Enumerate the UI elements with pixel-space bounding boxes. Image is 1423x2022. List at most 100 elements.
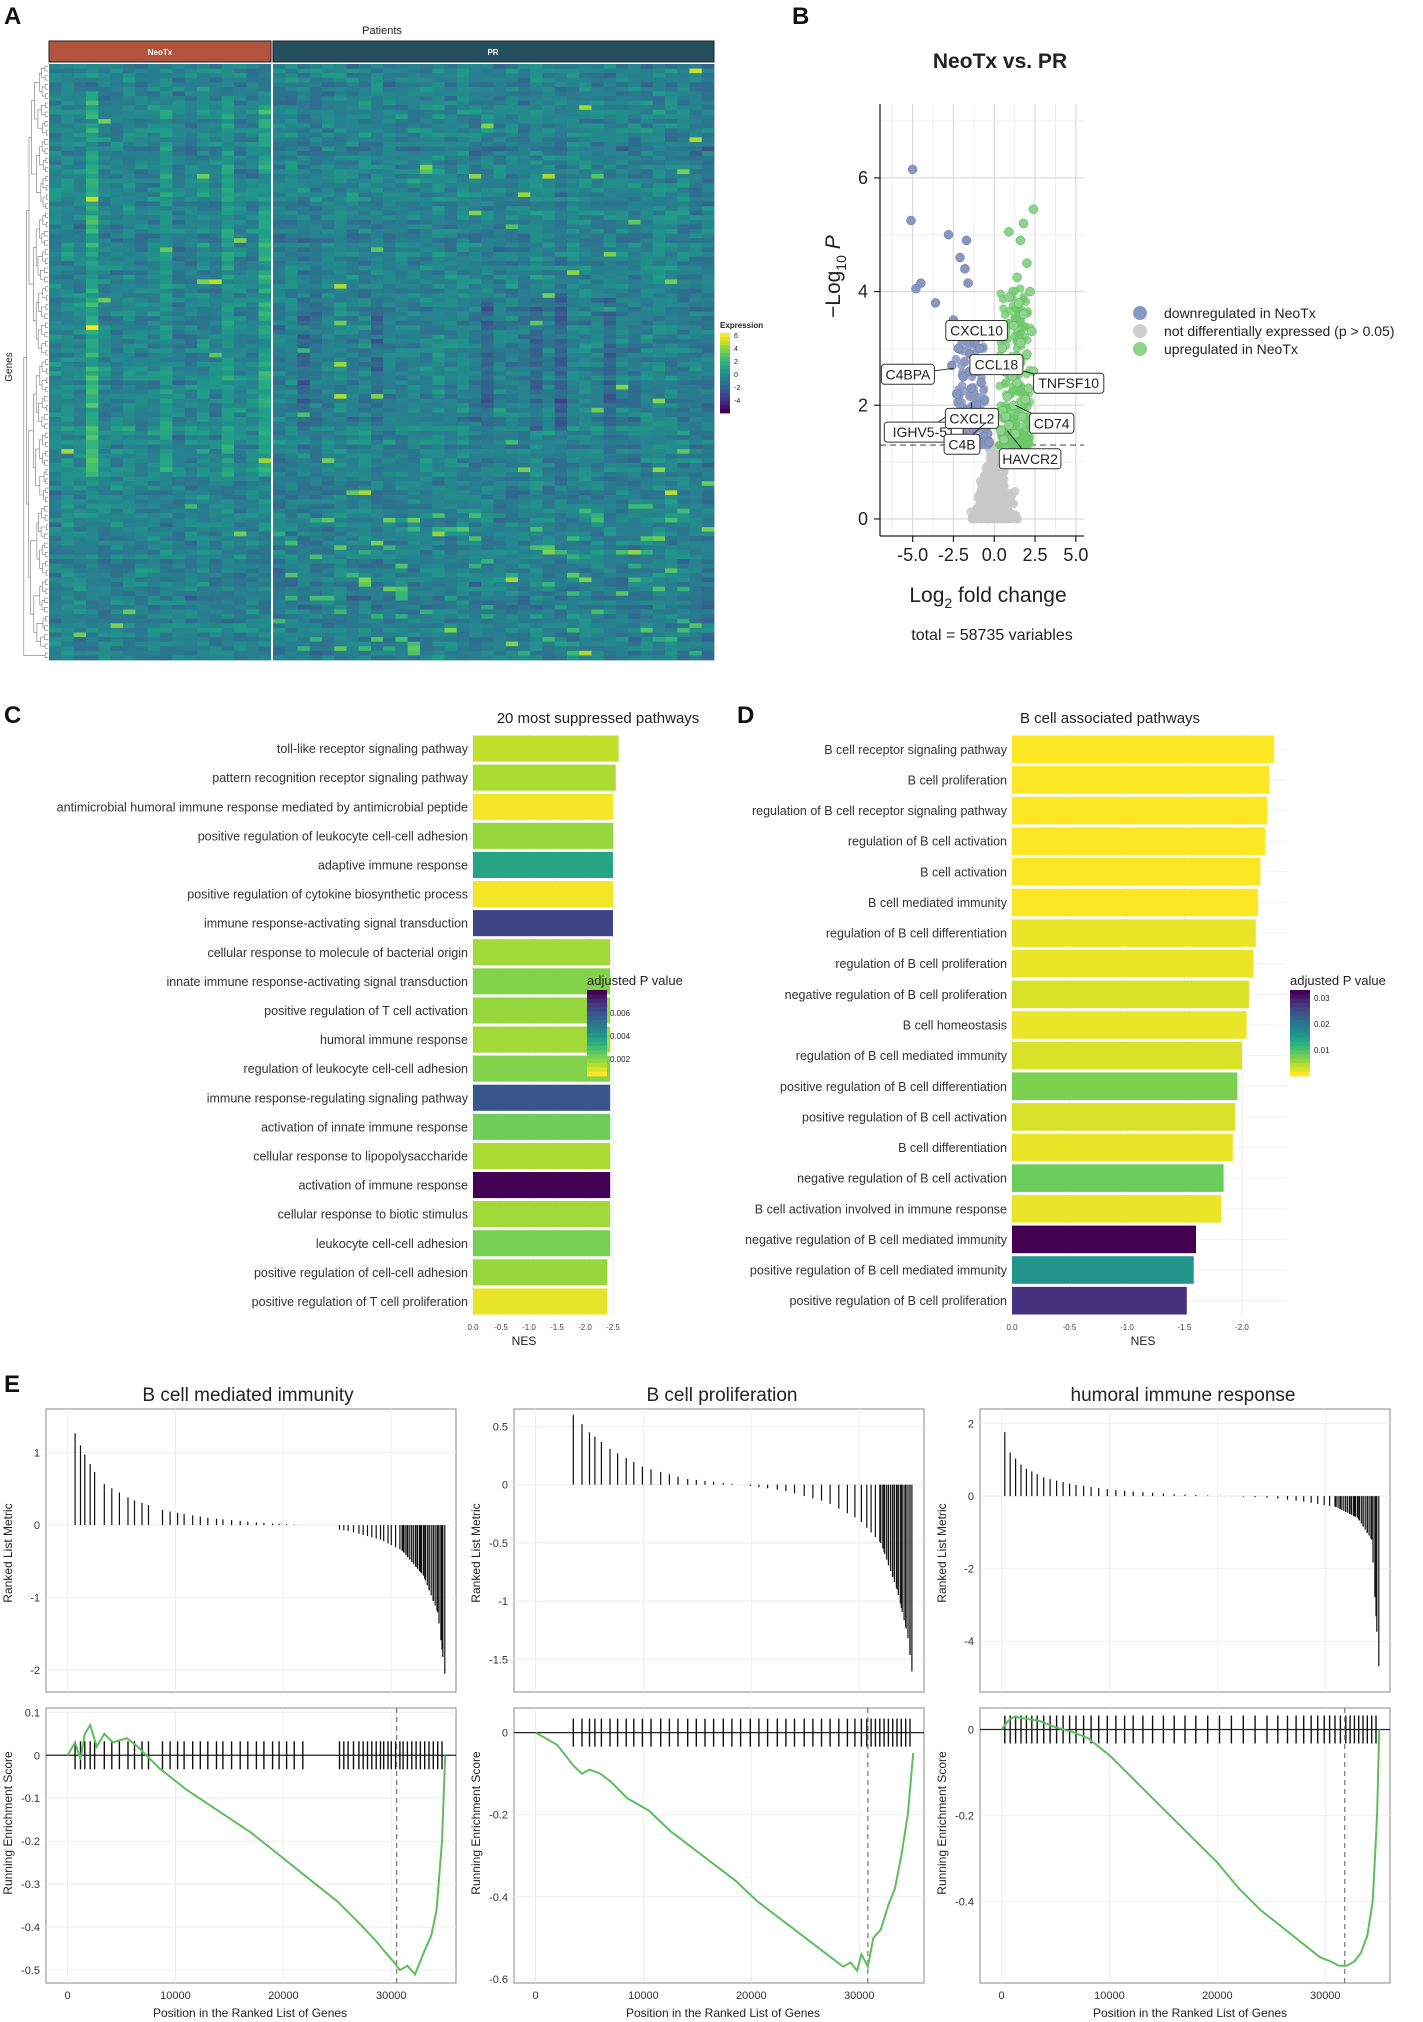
heatmap-cell <box>505 123 519 129</box>
heatmap-cell <box>652 284 666 290</box>
heatmap-cell <box>554 453 568 459</box>
heatmap-cell <box>677 114 690 120</box>
heatmap-cell <box>689 151 703 157</box>
heatmap-cell <box>110 206 124 212</box>
heatmap-cell <box>297 137 311 143</box>
heatmap-cell <box>432 247 445 253</box>
heatmap-cell <box>86 206 99 212</box>
heatmap-cell <box>640 357 654 363</box>
heatmap-cell <box>518 91 531 97</box>
heatmap-cell <box>518 426 531 432</box>
heatmap-cell <box>677 311 690 317</box>
heatmap-cell <box>628 320 641 326</box>
heatmap-cell <box>652 82 666 88</box>
heatmap-cell <box>258 444 272 450</box>
heatmap-cell <box>518 146 531 152</box>
heatmap-cell <box>420 311 433 317</box>
heatmap-cell <box>652 105 666 111</box>
heatmap-cell <box>689 169 703 175</box>
heatmap-cell <box>147 206 161 212</box>
heatmap-cell <box>616 439 629 445</box>
heatmap-cell <box>49 109 62 115</box>
heatmap-cell <box>160 435 173 441</box>
heatmap-cell <box>209 417 223 422</box>
heatmap-cell <box>49 261 62 267</box>
heatmap-cell <box>665 128 678 134</box>
heatmap-cell <box>297 357 311 363</box>
heatmap-cell <box>505 155 519 161</box>
heatmap-cell <box>334 96 347 102</box>
heatmap-cell <box>518 325 531 331</box>
heatmap-cell <box>273 334 286 340</box>
heatmap-cell <box>530 430 543 436</box>
heatmap-cell <box>172 352 186 358</box>
heatmap-cell <box>383 183 396 189</box>
heatmap-cell <box>432 238 445 244</box>
heatmap-cell <box>554 398 568 404</box>
heatmap-cell <box>603 325 617 331</box>
heatmap-cell <box>603 100 617 106</box>
heatmap-cell <box>309 151 323 157</box>
heatmap-cell <box>147 187 161 193</box>
heatmap-cell <box>147 302 161 308</box>
heatmap-cell <box>371 412 384 418</box>
heatmap-cell <box>184 238 198 244</box>
heatmap-cell <box>616 329 629 335</box>
heatmap-cell <box>273 64 286 69</box>
heatmap-cell <box>61 449 75 455</box>
heatmap-cell <box>297 119 311 124</box>
heatmap-cell <box>197 174 210 180</box>
heatmap-cell <box>518 339 531 345</box>
heatmap-cell <box>297 100 311 106</box>
heatmap-cell <box>689 109 703 115</box>
heatmap-cell <box>209 256 223 262</box>
heatmap-cell <box>481 210 494 216</box>
heatmap-cell <box>285 123 298 129</box>
heatmap-cell <box>530 183 543 189</box>
heatmap-cell <box>334 105 347 111</box>
heatmap-cell <box>469 384 482 390</box>
heatmap-cell <box>530 279 543 285</box>
heatmap-cell <box>209 462 223 468</box>
heatmap-cell <box>160 224 173 230</box>
heatmap-cell <box>395 274 409 280</box>
heatmap-cell <box>160 472 173 478</box>
heatmap-cell <box>383 265 396 271</box>
heatmap-cell <box>172 251 186 257</box>
heatmap-cell <box>184 302 198 308</box>
heatmap-cell <box>505 284 519 290</box>
heatmap-cell <box>285 274 298 280</box>
heatmap-cell <box>579 453 592 459</box>
heatmap-cell <box>579 151 592 157</box>
heatmap-cell <box>123 417 136 422</box>
heatmap-cell <box>505 407 519 413</box>
heatmap-cell <box>258 297 272 303</box>
heatmap-cell <box>505 458 519 464</box>
heatmap-cell <box>135 86 149 92</box>
heatmap-cell <box>258 274 272 280</box>
heatmap-cell <box>518 68 531 74</box>
heatmap-cell <box>197 155 210 161</box>
heatmap-cell <box>665 339 678 345</box>
heatmap-cell <box>420 265 433 271</box>
heatmap-cell <box>456 164 470 170</box>
heatmap-cell <box>110 316 124 322</box>
heatmap-cell <box>542 394 556 400</box>
heatmap-cell <box>258 430 272 436</box>
heatmap-cell <box>73 297 87 303</box>
heatmap-cell <box>197 306 210 312</box>
heatmap-cell <box>110 444 124 450</box>
heatmap-cell <box>591 219 605 225</box>
heatmap-cell <box>652 141 666 147</box>
heatmap-cell <box>652 394 666 400</box>
heatmap-cell <box>98 178 112 184</box>
heatmap-cell <box>591 274 605 280</box>
heatmap-cell <box>209 302 223 308</box>
heatmap-cell <box>135 380 149 386</box>
heatmap-cell <box>689 462 703 468</box>
heatmap-cell <box>481 270 494 276</box>
heatmap-cell <box>665 82 678 88</box>
heatmap-cell <box>456 114 470 120</box>
heatmap-cell <box>135 229 149 235</box>
heatmap-cell <box>147 472 161 478</box>
